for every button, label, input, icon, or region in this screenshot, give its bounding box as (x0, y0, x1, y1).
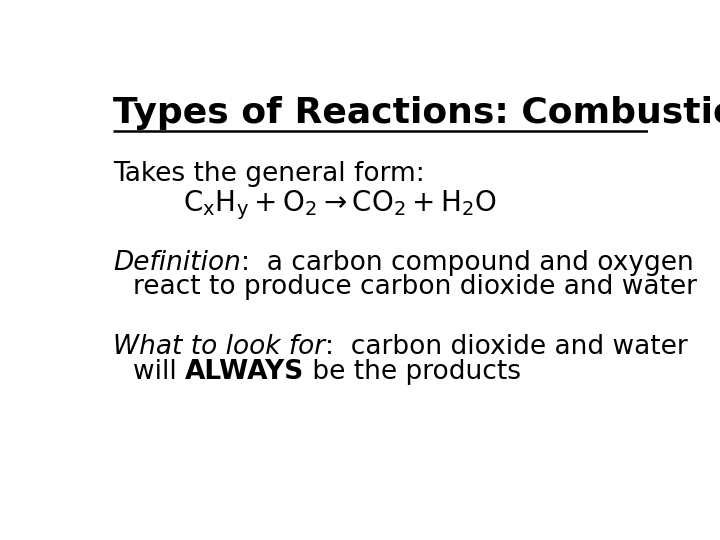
Text: Takes the general form:: Takes the general form: (113, 161, 425, 187)
Text: :  carbon dioxide and water: : carbon dioxide and water (325, 334, 688, 360)
Text: What to look for: What to look for (113, 334, 325, 360)
Text: $\mathregular{C_xH_y + O_2 \rightarrow CO_2 + H_2O}$: $\mathregular{C_xH_y + O_2 \rightarrow C… (183, 188, 497, 221)
Text: ALWAYS: ALWAYS (185, 359, 304, 385)
Text: Types of Reactions: Combustion: Types of Reactions: Combustion (113, 96, 720, 130)
Text: will: will (132, 359, 185, 385)
Text: Definition: Definition (113, 249, 241, 275)
Text: :  a carbon compound and oxygen: : a carbon compound and oxygen (241, 249, 694, 275)
Text: be the products: be the products (304, 359, 521, 385)
Text: react to produce carbon dioxide and water: react to produce carbon dioxide and wate… (132, 274, 697, 300)
